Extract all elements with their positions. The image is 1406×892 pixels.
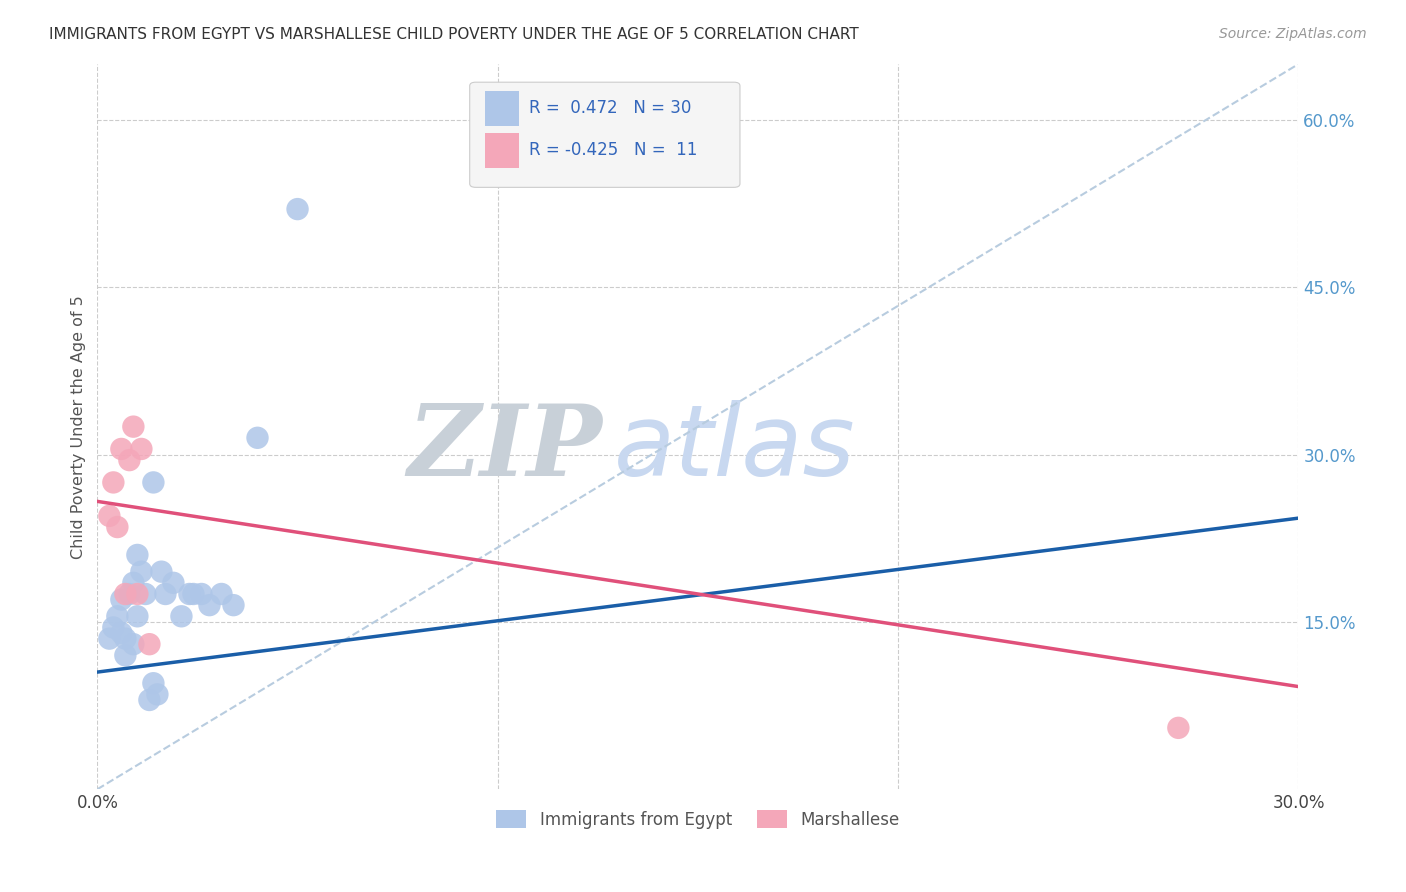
Point: [114, 587, 136, 601]
Point: [222, 598, 245, 612]
Text: R =  0.472   N = 30: R = 0.472 N = 30: [529, 99, 690, 117]
Point: [103, 620, 125, 634]
Legend: Immigrants from Egypt, Marshallese: Immigrants from Egypt, Marshallese: [489, 804, 907, 835]
Text: atlas: atlas: [614, 400, 855, 497]
Point: [110, 442, 132, 456]
FancyBboxPatch shape: [485, 133, 519, 168]
Point: [142, 676, 165, 690]
Point: [138, 693, 160, 707]
FancyBboxPatch shape: [485, 91, 519, 126]
Point: [142, 475, 165, 490]
Point: [134, 587, 156, 601]
Point: [162, 575, 184, 590]
Point: [122, 419, 145, 434]
Point: [114, 632, 136, 646]
Point: [138, 637, 160, 651]
Point: [127, 587, 149, 601]
Point: [118, 587, 141, 601]
Point: [98, 508, 121, 523]
Point: [183, 587, 205, 601]
Point: [198, 598, 221, 612]
Point: [114, 648, 136, 663]
Y-axis label: Child Poverty Under the Age of 5: Child Poverty Under the Age of 5: [72, 294, 86, 558]
Point: [287, 202, 309, 216]
FancyBboxPatch shape: [470, 82, 740, 187]
Point: [131, 565, 153, 579]
Text: IMMIGRANTS FROM EGYPT VS MARSHALLESE CHILD POVERTY UNDER THE AGE OF 5 CORRELATIO: IMMIGRANTS FROM EGYPT VS MARSHALLESE CHI…: [49, 27, 859, 42]
Point: [122, 575, 145, 590]
Point: [105, 520, 128, 534]
Point: [146, 687, 169, 701]
Text: R = -0.425   N =  11: R = -0.425 N = 11: [529, 141, 697, 159]
Point: [118, 453, 141, 467]
Point: [155, 587, 177, 601]
Point: [1167, 721, 1189, 735]
Point: [150, 565, 173, 579]
Point: [127, 609, 149, 624]
Point: [105, 609, 128, 624]
Point: [110, 592, 132, 607]
Point: [122, 637, 145, 651]
Point: [246, 431, 269, 445]
Text: Source: ZipAtlas.com: Source: ZipAtlas.com: [1219, 27, 1367, 41]
Point: [179, 587, 201, 601]
Point: [98, 632, 121, 646]
Point: [170, 609, 193, 624]
Point: [127, 548, 149, 562]
Point: [211, 587, 233, 601]
Point: [190, 587, 212, 601]
Point: [131, 442, 153, 456]
Point: [103, 475, 125, 490]
Point: [110, 626, 132, 640]
Text: ZIP: ZIP: [406, 401, 602, 497]
